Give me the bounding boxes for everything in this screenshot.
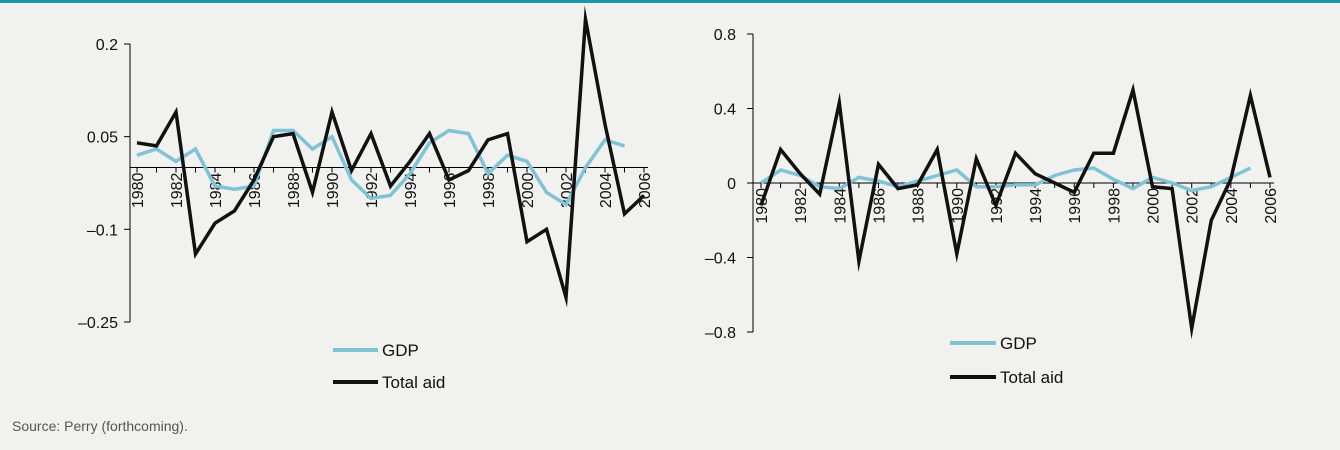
x-tick-label: 1982 xyxy=(793,188,810,224)
x-tick-label: 1994 xyxy=(403,172,420,208)
x-tick-label: 1988 xyxy=(911,188,928,224)
x-tick-label: 2002 xyxy=(1185,188,1202,224)
x-tick-label: 2006 xyxy=(637,172,654,208)
source-note: Source: Perry (forthcoming). xyxy=(12,418,188,434)
x-tick-label: 1990 xyxy=(325,172,342,208)
x-tick-label: 1986 xyxy=(871,188,888,224)
x-tick-label: 2004 xyxy=(598,172,615,208)
x-tick-label: 1992 xyxy=(364,172,381,208)
y-tick-label: 0 xyxy=(727,176,736,193)
legend-label: Total aid xyxy=(1000,368,1063,387)
legend-label: GDP xyxy=(382,341,419,360)
series-line-gdp xyxy=(760,166,1252,193)
x-tick-label: 2000 xyxy=(520,172,537,208)
series-line-total-aid xyxy=(136,5,646,308)
x-tick-label: 1994 xyxy=(1028,188,1045,224)
x-tick-label: 1996 xyxy=(1067,188,1084,224)
x-tick-label: 1998 xyxy=(1106,188,1123,224)
series-line-gdp xyxy=(136,128,626,208)
series-line-total-aid xyxy=(759,82,1272,340)
x-tick-label: 1984 xyxy=(832,188,849,224)
y-tick-label: –0.4 xyxy=(705,251,736,268)
x-tick-label: 1980 xyxy=(130,172,147,208)
y-tick-label: 0.2 xyxy=(96,37,118,54)
x-tick-label: 2006 xyxy=(1263,188,1280,224)
legend-label: Total aid xyxy=(382,373,445,392)
legend-label: GDP xyxy=(1000,334,1037,353)
x-tick-label: 1998 xyxy=(481,172,498,208)
y-tick-label: 0.05 xyxy=(87,130,118,147)
x-tick-label: 1982 xyxy=(169,172,186,208)
y-tick-label: –0.1 xyxy=(87,222,118,239)
x-tick-label: 2004 xyxy=(1224,188,1241,224)
x-tick-label: 1988 xyxy=(286,172,303,208)
top-accent-rule xyxy=(0,0,1340,3)
y-tick-label: 0.4 xyxy=(714,102,736,119)
y-tick-label: –0.8 xyxy=(705,325,736,342)
x-tick-label: 1996 xyxy=(442,172,459,208)
y-tick-label: –0.25 xyxy=(78,315,118,332)
x-tick-label: 1990 xyxy=(950,188,967,224)
y-tick-label: 0.8 xyxy=(714,27,736,44)
x-tick-label: 2000 xyxy=(1146,188,1163,224)
